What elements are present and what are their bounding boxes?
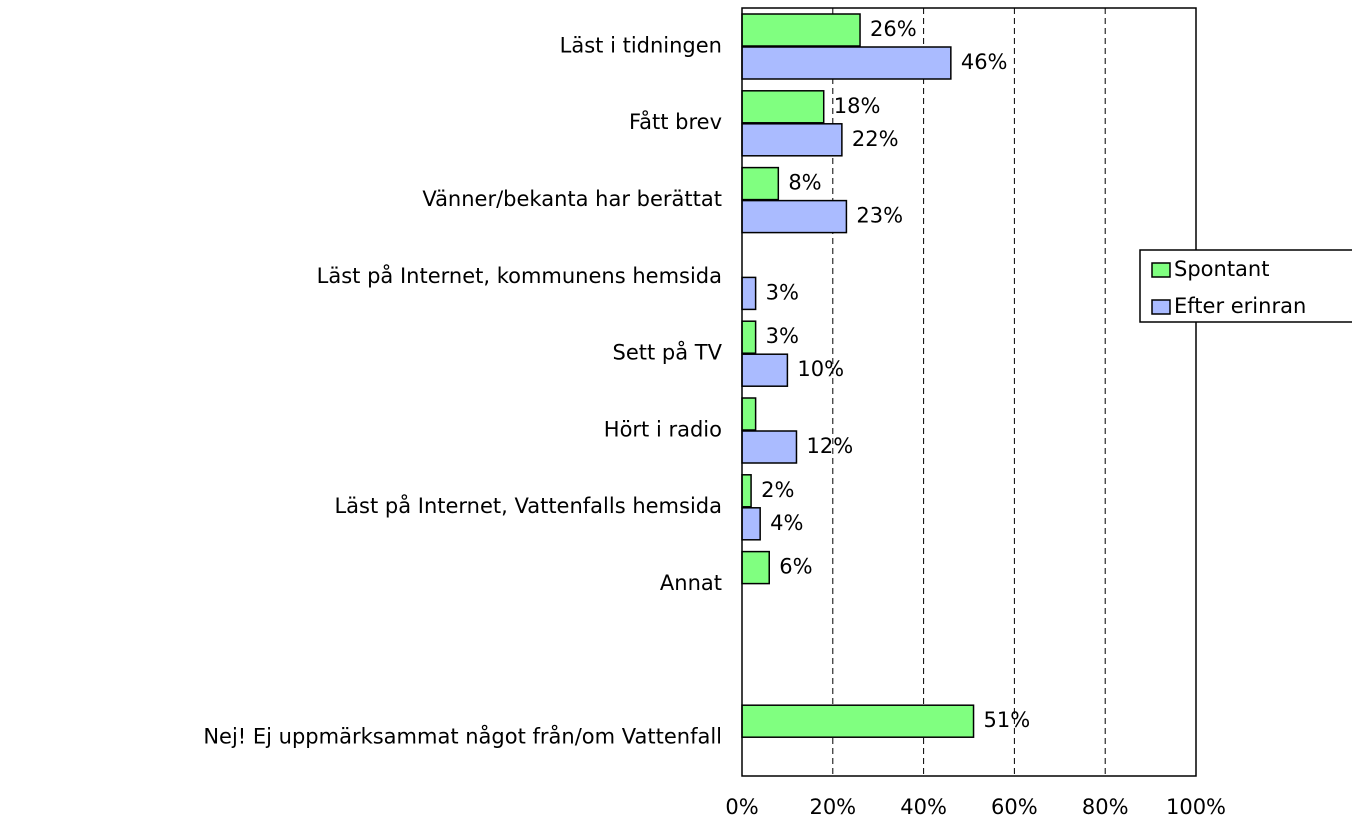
x-tick-label: 80% — [1082, 795, 1129, 819]
value-label: 22% — [852, 127, 899, 151]
bar — [741, 199, 848, 234]
value-label: 4% — [770, 511, 803, 535]
category-label: Nej! Ej uppmärksammat något från/om Vatt… — [203, 724, 722, 749]
x-tick-label: 100% — [1166, 795, 1226, 819]
x-tick-label: 40% — [900, 795, 947, 819]
bar — [741, 704, 975, 738]
bar — [741, 123, 843, 157]
category-label: Sett på TV — [613, 340, 723, 365]
value-label: 18% — [834, 94, 881, 118]
bar — [741, 90, 825, 124]
value-label: 26% — [870, 17, 917, 41]
bar — [741, 320, 757, 354]
value-label: 23% — [856, 204, 903, 228]
x-tick-label: 20% — [809, 795, 856, 819]
bar — [741, 13, 861, 47]
legend-swatch — [1151, 299, 1171, 315]
value-label: 8% — [788, 171, 821, 195]
value-label: 3% — [766, 280, 799, 304]
bar — [741, 550, 770, 585]
bar — [741, 353, 789, 387]
legend-box — [1139, 249, 1352, 323]
x-tick-label: 60% — [991, 795, 1038, 819]
value-label: 51% — [984, 708, 1031, 732]
category-label: Fått brev — [629, 109, 722, 134]
bar — [741, 166, 780, 201]
value-label: 2% — [761, 478, 794, 502]
category-label: Läst på Internet, kommunens hemsida — [317, 263, 722, 288]
bar — [741, 430, 798, 464]
bar — [741, 276, 757, 311]
bar — [741, 474, 752, 508]
value-label: 12% — [806, 434, 853, 458]
value-label: 46% — [961, 50, 1008, 74]
legend-swatch — [1151, 262, 1171, 278]
value-label: 3% — [766, 324, 799, 348]
legend-label: Spontant — [1174, 257, 1269, 281]
category-label: Annat — [660, 571, 722, 595]
legend-label: Efter erinran — [1174, 294, 1306, 318]
value-label: 6% — [779, 555, 812, 579]
category-label: Läst på Internet, Vattenfalls hemsida — [334, 493, 722, 518]
value-label: 10% — [797, 357, 844, 381]
bar — [741, 46, 952, 80]
x-tick-label: 0% — [725, 795, 758, 819]
bar — [741, 507, 761, 541]
category-label: Hört i radio — [604, 417, 722, 441]
category-label: Läst i tidningen — [560, 33, 722, 57]
category-label: Vänner/bekanta har berättat — [422, 187, 722, 211]
bar — [741, 397, 757, 431]
plot-frame — [741, 7, 1197, 777]
